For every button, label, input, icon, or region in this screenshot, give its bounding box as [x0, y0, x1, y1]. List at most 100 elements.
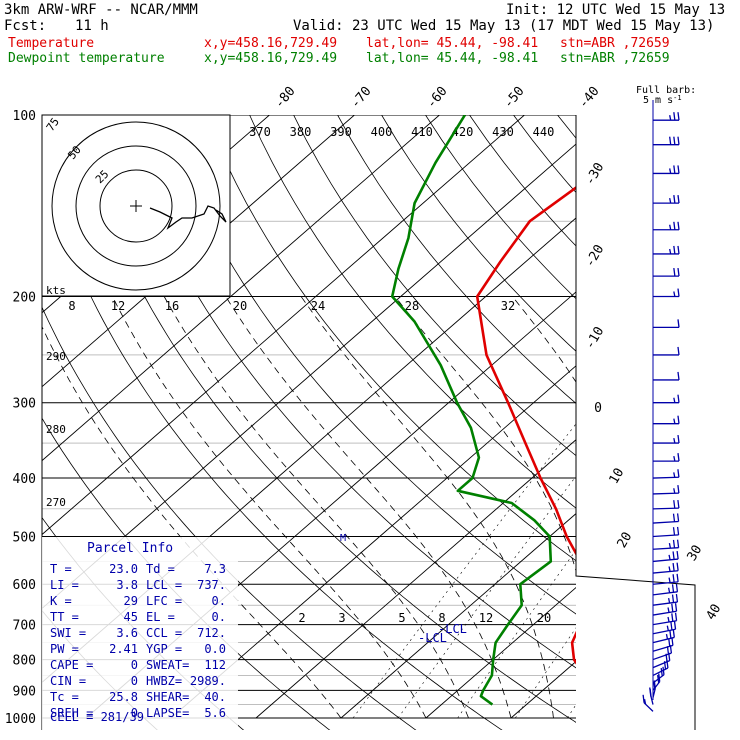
parcel-row-right-value: 737.	[197, 578, 226, 592]
parcel-row-left-value: 45	[124, 610, 138, 624]
mixing-label-8: 8	[68, 299, 75, 313]
wind-barb	[653, 346, 680, 356]
pressure-tick-700: 700	[13, 619, 36, 634]
moist-adiabat-15	[300, 296, 554, 719]
dewpoint-legend-stn: stn=ABR ,72659	[560, 51, 670, 66]
theta-left-label-290: 290	[46, 350, 66, 363]
isotherm--80	[42, 115, 440, 462]
parcel-info-panel: Parcel Info T = 23.0 Td = 7.3 LI = 3.8 LCL = 73…	[42, 537, 238, 730]
parcel-row-right-value: 5.6	[204, 706, 226, 720]
hodograph-trace	[149, 205, 227, 230]
moist-adiabat-5	[163, 296, 469, 719]
theta-label-400: 400	[371, 125, 393, 139]
parcel-row-right-label: LAPSE=	[146, 706, 189, 720]
temperature-legend-latlon: lat,lon= 45.44, -98.41	[366, 36, 539, 51]
temperature-curve	[475, 186, 576, 665]
isotherm-label--80: -80	[272, 84, 299, 112]
wind-barb	[653, 394, 680, 404]
hodograph-ring-75	[51, 121, 221, 291]
pressure-tick-1000: 1000	[5, 712, 36, 727]
wind-barb	[652, 526, 680, 538]
temperature-legend-stn: stn=ABR ,72659	[560, 36, 670, 51]
parcel-row-left-value: 3.6	[116, 626, 138, 640]
parcel-row-right-label: LFC =	[146, 594, 182, 608]
isotherm--30	[170, 365, 576, 719]
theta-left-label-280: 280	[46, 423, 66, 436]
mixing-low-label-5: 5	[398, 611, 405, 625]
isotherm-label--10: -10	[583, 324, 608, 352]
wind-barb	[652, 539, 680, 550]
parcel-row-left-value: 2.41	[109, 642, 138, 656]
parcel-row-left-value: 0	[131, 658, 138, 672]
parcel-row-right-label: LCL =	[146, 578, 182, 592]
parcel-info-rows: T = 23.0 Td = 7.3 LI = 3.8 LCL = 737. K = 29 LFC =…	[50, 562, 226, 720]
wind-barb	[652, 612, 678, 626]
moist-adiabat-35	[724, 297, 740, 719]
dry-adiabat-420	[646, 115, 740, 731]
isotherm--60	[42, 143, 576, 610]
dewpoint-legend-label: Dewpoint temperature	[8, 51, 165, 66]
parcel-row-left-label: CIN =	[50, 674, 86, 688]
moist-adiabat-20	[394, 296, 576, 573]
parcel-row-right-value: 0.	[212, 610, 226, 624]
parcel-row-left-value: 0	[131, 674, 138, 688]
parcel-row-right-value: 712.	[197, 626, 226, 640]
isotherm--70	[42, 115, 525, 536]
theta-label-430: 430	[492, 125, 514, 139]
isotherm-label-10: 10	[607, 466, 628, 487]
wind-barb	[649, 687, 654, 705]
mixing-ratio-32	[702, 297, 740, 719]
moist-adiabat-10	[225, 296, 512, 719]
mixing-ratio-28	[683, 297, 740, 719]
barb-legend-exp: -1	[673, 94, 681, 102]
parcel-row-right-label: YGP =	[146, 642, 182, 656]
wind-barb	[652, 469, 680, 479]
mixing-low-label-20: 20	[537, 611, 551, 625]
pressure-tick-200: 200	[13, 291, 36, 306]
wind-barb	[653, 288, 680, 298]
mixing-ratio-16	[606, 297, 740, 719]
parcel-row-right-value: 7.3	[204, 562, 226, 576]
wind-barb	[653, 165, 680, 175]
theta-label-410: 410	[411, 125, 433, 139]
pressure-tick-900: 900	[13, 684, 36, 699]
wind-barb	[653, 195, 680, 204]
wind-barb	[652, 629, 675, 644]
barb-legend-units: 5 m s	[643, 95, 673, 106]
theta-label-440: 440	[533, 125, 555, 139]
barb-legend-line2: 5 m s-1	[643, 94, 682, 106]
dry-adiabat-300	[117, 115, 576, 669]
wind-barb	[653, 434, 680, 444]
wind-barb	[652, 500, 680, 510]
pressure-tick-800: 800	[13, 654, 36, 669]
wind-barb	[653, 453, 680, 462]
barb-legend-line1: Full barb:	[636, 85, 696, 96]
dry-adiabat-320	[205, 115, 576, 562]
parcel-row-left-label: SWI =	[50, 626, 86, 640]
parcel-row-left-label: TT =	[50, 610, 79, 624]
theta-label-390: 390	[330, 125, 352, 139]
parcel-cell: CELL = 281/39	[50, 710, 144, 724]
pressure-axis: 100 200 300 400 500 600 700 800 900 1000	[5, 109, 43, 730]
mixing-label-16: 16	[165, 299, 179, 313]
theta-label-370: 370	[249, 125, 271, 139]
parcel-row-right-label: CCL =	[146, 626, 182, 640]
isotherm-30	[681, 115, 740, 718]
wind-barb	[653, 415, 680, 425]
pressure-tick-300: 300	[13, 397, 36, 412]
parcel-row-right-value: 0.	[212, 594, 226, 608]
parcel-row-right-label: HWBZ=	[146, 674, 182, 688]
isotherm-0	[425, 586, 576, 719]
wind-barb	[652, 621, 677, 635]
wind-barb	[653, 371, 680, 381]
mixing-label-20: 20	[233, 299, 247, 313]
isotherm-label-0: 0	[594, 401, 602, 416]
isotherm--10	[340, 513, 576, 719]
isotherm--20	[255, 439, 576, 719]
lcl-marker-a: -LCL	[438, 622, 467, 636]
wind-barbs	[642, 112, 680, 712]
isotherm-label--30: -30	[583, 160, 608, 188]
mixing-label-28: 28	[405, 299, 419, 313]
wind-barb	[652, 603, 678, 616]
